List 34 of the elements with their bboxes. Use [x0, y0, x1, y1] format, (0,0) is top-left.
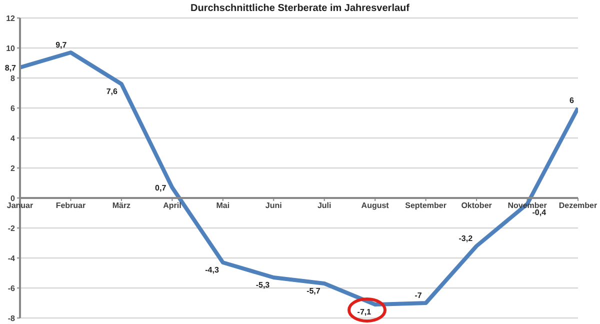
- x-tick-label: Dezember: [558, 201, 598, 210]
- y-tick-label: -4: [8, 254, 16, 263]
- data-label: -3,2: [458, 234, 474, 243]
- y-tick-label: -2: [8, 224, 16, 233]
- x-tick-label: Mai: [216, 201, 230, 210]
- x-tick-label: Juli: [317, 201, 332, 210]
- data-label: -7: [414, 291, 422, 300]
- y-tick-label: 2: [10, 164, 16, 173]
- y-tick-label: -6: [8, 284, 16, 293]
- y-tick-label: 6: [10, 104, 16, 113]
- data-label: -7,1: [357, 308, 372, 316]
- x-tick-label: Juni: [265, 201, 282, 210]
- x-tick-label: September: [405, 201, 446, 210]
- y-tick-label: 8: [10, 74, 16, 83]
- data-label: 6: [570, 96, 575, 105]
- y-tick-label: 12: [6, 14, 16, 23]
- x-tick-label: April: [163, 201, 182, 210]
- data-label: 0,7: [155, 184, 167, 192]
- y-tick-label: 4: [10, 134, 16, 143]
- x-tick-label: Oktober: [461, 201, 492, 210]
- x-tick-label: Februar: [56, 201, 86, 210]
- x-tick-label: März: [112, 201, 131, 210]
- data-label: 8,7: [4, 64, 17, 72]
- data-label: 7,6: [106, 87, 118, 96]
- data-label: -0,4: [532, 208, 547, 217]
- data-label: -5,3: [256, 280, 270, 290]
- y-tick-label: -8: [8, 314, 16, 323]
- data-label: -4,3: [205, 266, 220, 274]
- y-tick-label: 10: [6, 44, 16, 53]
- chart-title: Durchschnittliche Sterberate im Jahresverlauf: [190, 3, 410, 14]
- data-label: 9,7: [56, 40, 68, 50]
- x-tick-label: August: [361, 201, 390, 210]
- y-tick-label: 0: [10, 194, 16, 203]
- data-label: -5,7: [306, 286, 321, 296]
